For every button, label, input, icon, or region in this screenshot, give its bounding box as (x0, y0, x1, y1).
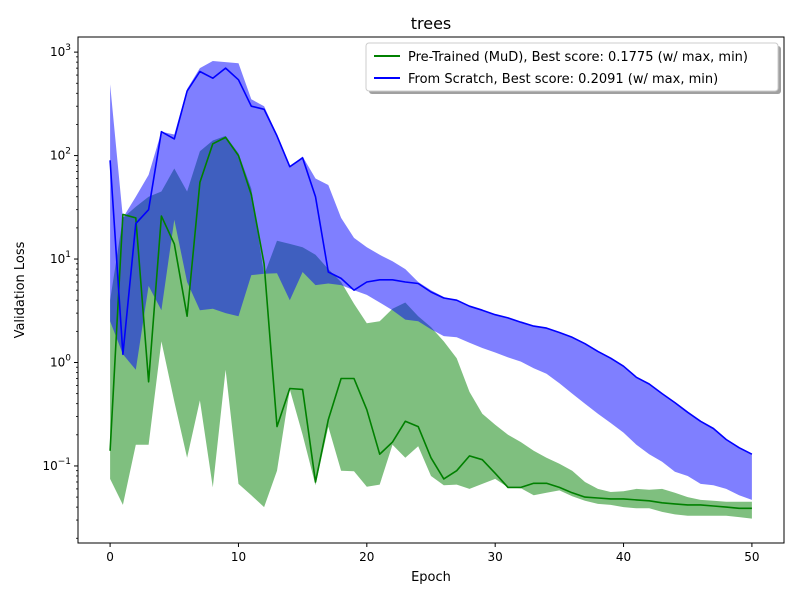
band-series-1 (110, 61, 752, 500)
legend-entry-scratch: From Scratch, Best score: 0.2091 (w/ max… (408, 72, 718, 87)
line-series-0 (109, 136, 752, 510)
legend: Pre-Trained (MuD), Best score: 0.1775 (w… (365, 42, 781, 94)
axis-ticks: 0 10 20 30 40 50 10−1 100 101 102 103 (42, 43, 759, 564)
plot-area (109, 61, 753, 519)
y-tick-label: 102 (50, 147, 71, 163)
chart-title: trees (411, 14, 452, 33)
x-tick-label: 30 (488, 550, 503, 564)
x-tick-label: 0 (106, 550, 114, 564)
y-tick-label: 101 (50, 250, 71, 266)
x-tick-label: 20 (359, 550, 374, 564)
x-tick-label: 40 (616, 550, 631, 564)
y-tick-label: 10−1 (42, 457, 71, 473)
line-series-1 (109, 67, 753, 455)
y-tick-label: 103 (50, 43, 71, 59)
y-tick-label: 100 (50, 353, 71, 369)
y-axis-label: Validation Loss (13, 241, 28, 338)
x-tick-label: 10 (231, 550, 246, 564)
legend-box (365, 42, 779, 92)
x-tick-label: 50 (744, 550, 759, 564)
legend-entry-pretrained: Pre-Trained (MuD), Best score: 0.1775 (w… (408, 50, 748, 65)
x-axis-label: Epoch (411, 570, 451, 585)
